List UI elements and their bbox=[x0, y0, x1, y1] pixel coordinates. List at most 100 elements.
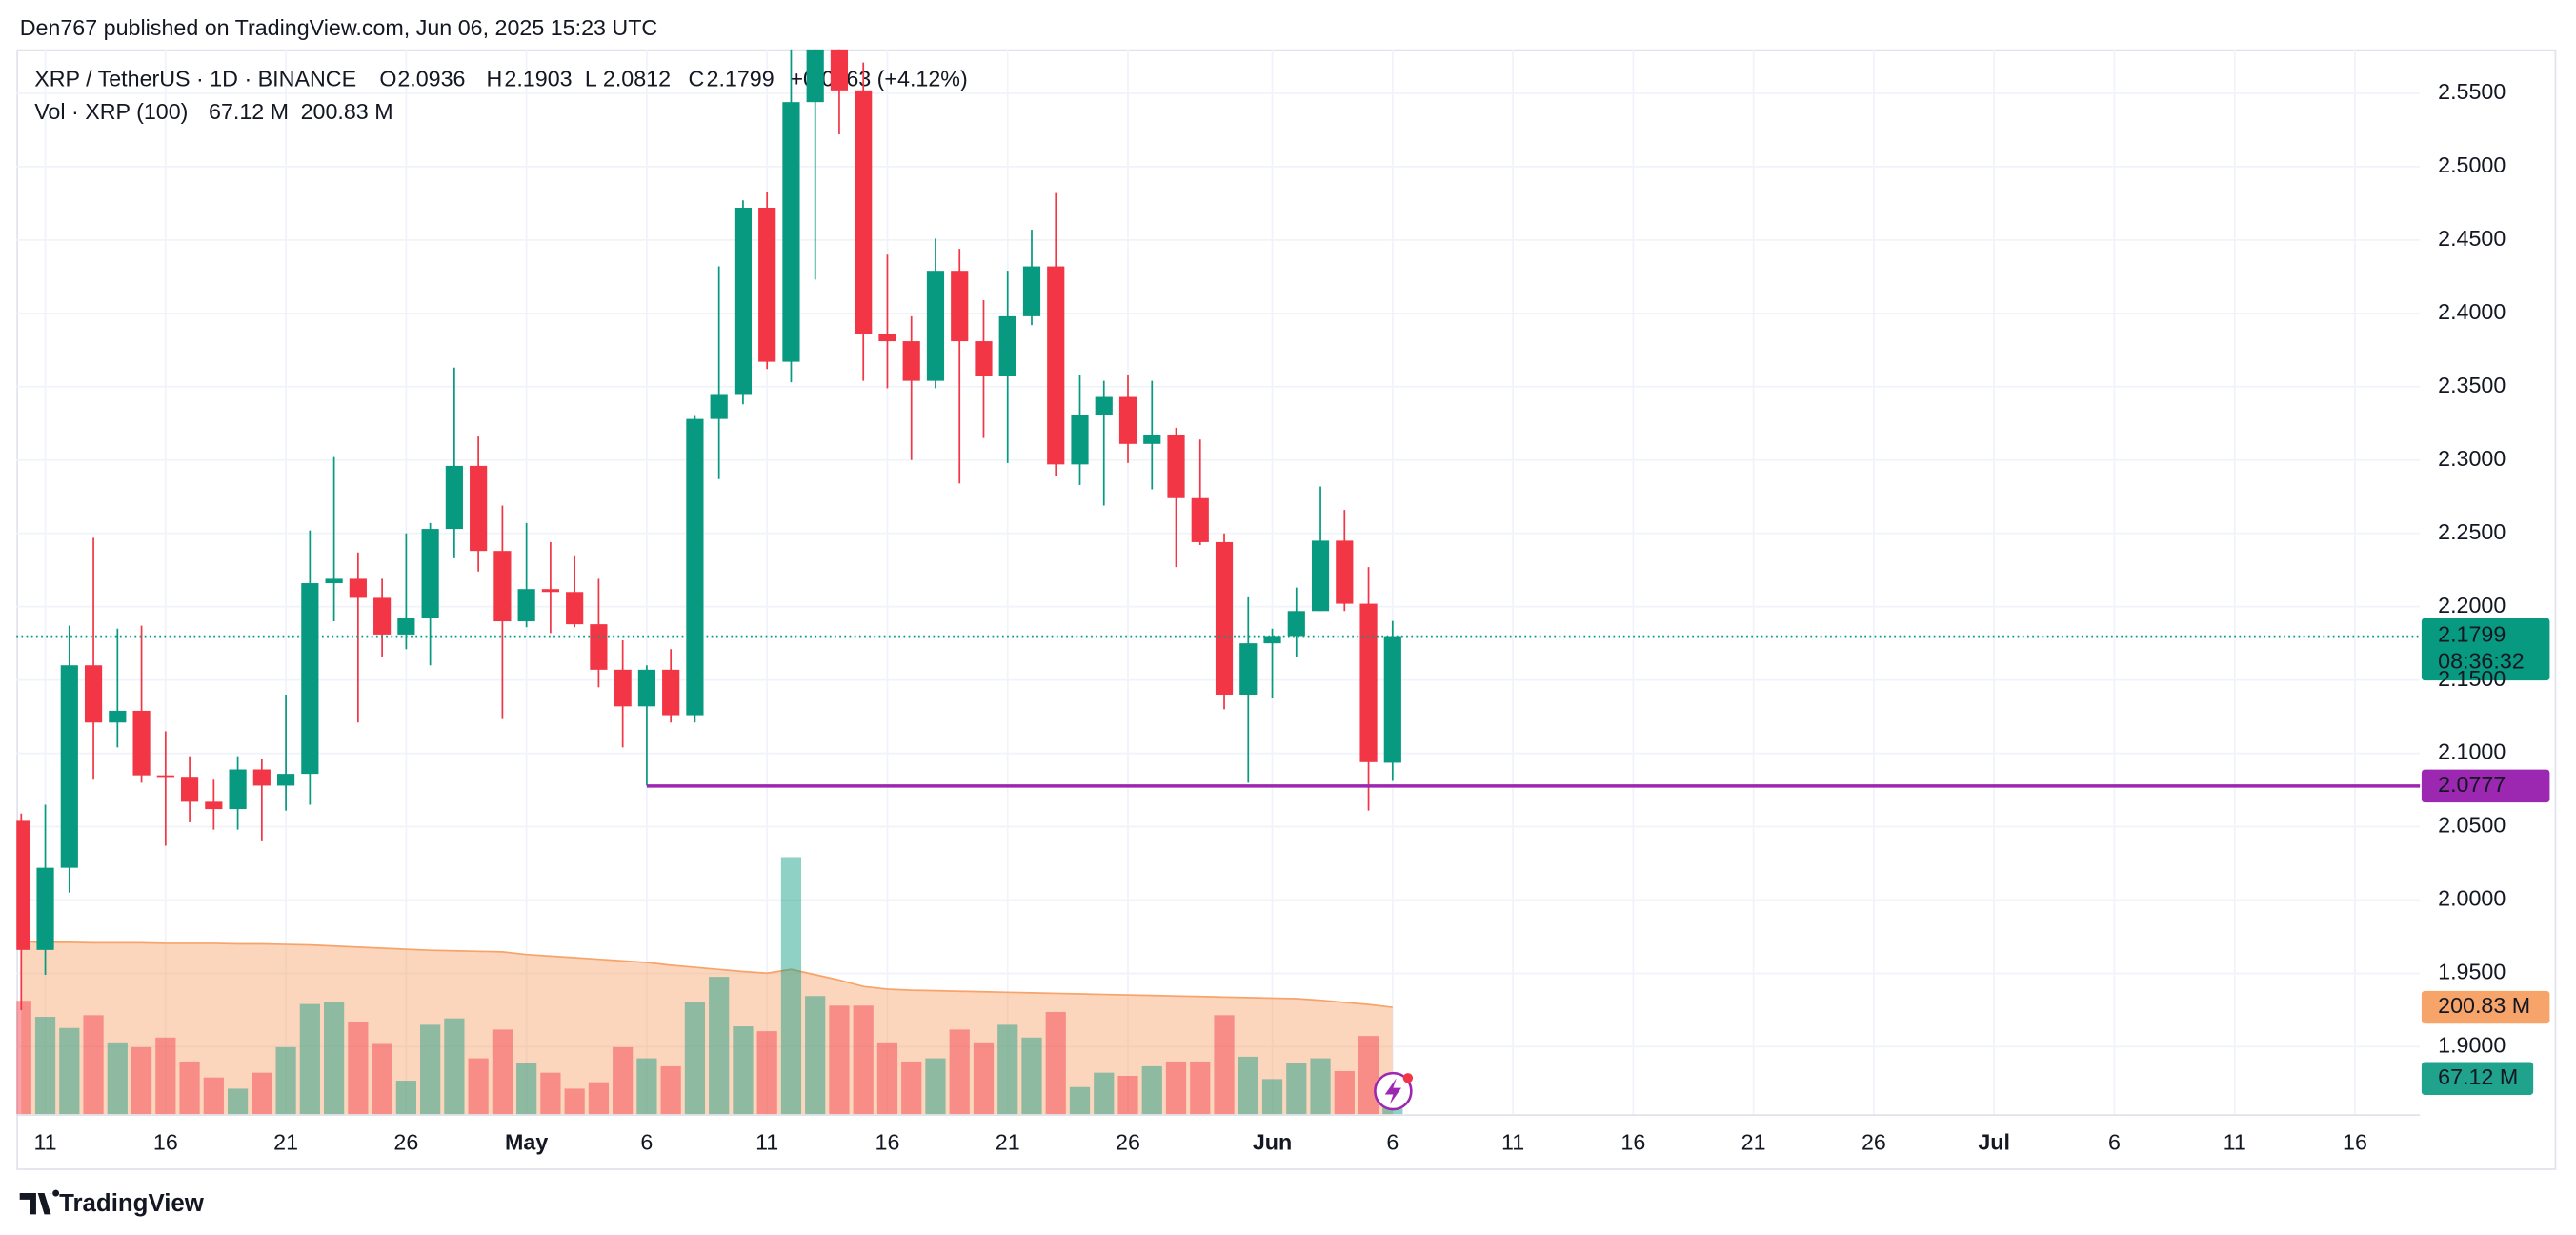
legend-ohlc-value: 2.1799 bbox=[707, 67, 775, 91]
footer-logo: TradingView bbox=[19, 1189, 205, 1217]
volume-bar bbox=[1094, 1072, 1115, 1115]
volume-ma-area bbox=[21, 941, 1393, 1115]
candle-body bbox=[1215, 541, 1234, 696]
volume-bar bbox=[203, 1077, 224, 1115]
candle-body bbox=[325, 578, 343, 584]
volume-bar bbox=[107, 1042, 128, 1115]
y-tick-label: 2.5000 bbox=[2438, 152, 2506, 177]
replay-icon bbox=[1374, 1071, 1414, 1111]
x-tick-label: 6 bbox=[1386, 1129, 1399, 1154]
volume-bar bbox=[227, 1088, 249, 1115]
volume-bar bbox=[780, 857, 802, 1115]
candle-body bbox=[180, 777, 199, 802]
candle-body bbox=[36, 867, 54, 950]
volume-bar bbox=[323, 1002, 345, 1115]
candle-body bbox=[1383, 636, 1401, 763]
volume-bar bbox=[564, 1088, 585, 1115]
volume-bar bbox=[684, 1002, 706, 1115]
candle-body bbox=[637, 669, 656, 707]
volume-bar bbox=[1358, 1036, 1379, 1115]
candle-body bbox=[445, 465, 463, 530]
volume-bar bbox=[1117, 1076, 1138, 1115]
legend-ohlc-label: H bbox=[486, 67, 502, 91]
legend-volume-title: Vol · XRP (100) bbox=[34, 99, 188, 124]
volume-bar bbox=[1165, 1061, 1187, 1115]
candle-body bbox=[1239, 643, 1258, 696]
volume-bar bbox=[348, 1022, 369, 1115]
volume-bar bbox=[540, 1072, 561, 1115]
volume-bar bbox=[16, 1001, 31, 1115]
candle-body bbox=[229, 769, 247, 810]
legend-ohlc-value: 2.0936 bbox=[397, 67, 465, 91]
volume-bar bbox=[83, 1015, 104, 1115]
candle-body bbox=[397, 618, 415, 635]
candle-body bbox=[16, 820, 30, 950]
volume-bar bbox=[468, 1058, 489, 1115]
x-tick-label: 11 bbox=[755, 1129, 778, 1154]
candle-body bbox=[902, 341, 920, 381]
volume-bar bbox=[588, 1082, 610, 1115]
volume-bar bbox=[733, 1026, 754, 1115]
volume-bar bbox=[1238, 1056, 1258, 1115]
legend-volume-ma: 200.83 M bbox=[301, 99, 393, 124]
x-tick-label: 26 bbox=[1862, 1129, 1886, 1154]
candle-body bbox=[782, 102, 800, 362]
volume-axis-label: 67.12 M bbox=[2438, 1064, 2518, 1089]
volume-bar bbox=[444, 1018, 465, 1115]
candle-body bbox=[277, 774, 295, 786]
volume-bar bbox=[1286, 1063, 1307, 1115]
volume-bar bbox=[829, 1005, 850, 1115]
volume-ma-box bbox=[2421, 990, 2550, 1024]
volume-bar bbox=[1021, 1037, 1042, 1115]
y-tick-label: 1.9000 bbox=[2438, 1033, 2506, 1058]
candle-body bbox=[132, 710, 151, 776]
x-tick-label: 21 bbox=[1741, 1129, 1766, 1154]
x-tick-label: 11 bbox=[33, 1129, 56, 1154]
candle-body bbox=[470, 465, 488, 552]
volume-bar bbox=[613, 1046, 634, 1115]
candle-body bbox=[252, 769, 271, 786]
volume-ma-line bbox=[21, 941, 1393, 1008]
candle-body bbox=[1287, 611, 1305, 637]
y-tick-label: 1.9500 bbox=[2438, 960, 2506, 984]
y-tick-label: 2.4500 bbox=[2438, 226, 2506, 251]
y-tick-label: 2.4000 bbox=[2438, 299, 2506, 324]
y-tick-label: 2.5500 bbox=[2438, 79, 2506, 104]
volume-bar bbox=[949, 1029, 970, 1115]
candle-body bbox=[758, 207, 776, 362]
x-tick-label: 21 bbox=[273, 1129, 298, 1154]
legend-ohlc-label: C bbox=[689, 67, 705, 91]
hline-price-box bbox=[2421, 769, 2550, 803]
candle-body bbox=[1191, 497, 1209, 542]
candle-body bbox=[662, 669, 680, 716]
candle-body bbox=[1047, 266, 1065, 465]
candle-body bbox=[1311, 540, 1330, 612]
x-tick-label: 26 bbox=[1116, 1129, 1140, 1154]
candle-body bbox=[1143, 435, 1161, 444]
volume-bar bbox=[420, 1024, 441, 1115]
candle-body bbox=[517, 589, 535, 622]
hline-price-label: 2.0777 bbox=[2438, 772, 2506, 797]
y-tick-label: 2.3000 bbox=[2438, 446, 2506, 471]
candle-body bbox=[855, 90, 873, 334]
candle-body bbox=[830, 49, 849, 91]
icon-bolt bbox=[1384, 1078, 1401, 1104]
volume-bar bbox=[636, 1058, 657, 1115]
volume-box bbox=[2421, 1062, 2534, 1095]
candle-body bbox=[421, 529, 439, 618]
candle-body bbox=[951, 271, 969, 342]
candle-body bbox=[590, 624, 608, 670]
volume-bar bbox=[299, 1003, 320, 1115]
last-price-label: 2.1799 bbox=[2438, 622, 2506, 647]
candle-body bbox=[614, 669, 632, 707]
volume-bar bbox=[660, 1065, 681, 1115]
x-tick-label: 21 bbox=[996, 1129, 1020, 1154]
volume-bar bbox=[901, 1061, 922, 1115]
candle-body bbox=[84, 665, 103, 723]
candle-body bbox=[373, 597, 392, 635]
candle-body bbox=[1095, 396, 1113, 415]
candle-body bbox=[926, 271, 945, 381]
volume-bar bbox=[179, 1061, 200, 1115]
candle-body bbox=[349, 578, 367, 598]
last-price-box bbox=[2421, 618, 2550, 681]
